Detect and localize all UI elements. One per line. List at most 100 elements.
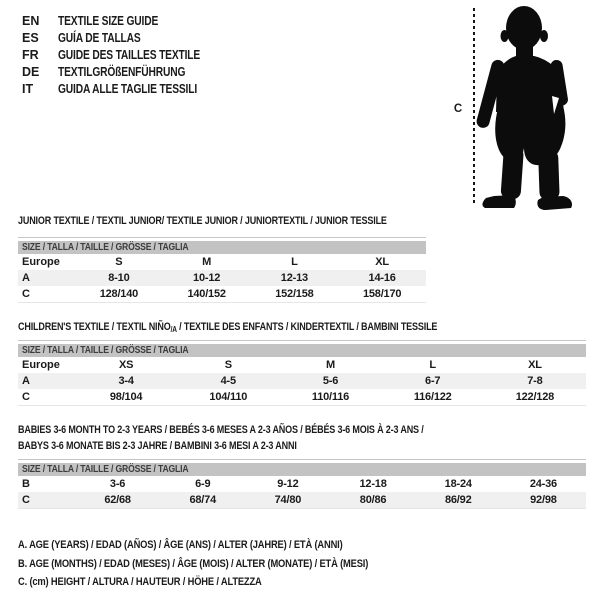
footnote-line: B. AGE (MONTHS) / EDAD (MESES) / ÂGE (MO… <box>18 555 430 574</box>
table-cell: 110/116 <box>311 391 350 403</box>
table-cell: 18-24 <box>444 478 472 490</box>
title-text: BABYS 3-6 MONATE BIS 2-3 JAHRE / BAMBINI… <box>18 440 297 452</box>
row-label: B <box>22 478 30 490</box>
table-cell: XL <box>375 256 389 268</box>
table-cell: 3-6 <box>109 478 126 490</box>
table-cell: 122/128 <box>515 391 555 403</box>
table-cell: 98/104 <box>109 391 143 403</box>
children-table-title: CHILDREN'S TEXTILE / TEXTIL NIÑO/A / TEX… <box>18 319 529 338</box>
table-row: C 128/140 140/152 152/158 158/170 <box>18 286 426 302</box>
junior-table-title: JUNIOR TEXTILE / TEXTIL JUNIOR/ TEXTILE … <box>18 213 468 229</box>
table-header-bar: SIZE / TALLA / TAILLE / GRÖSSE / TAGLIA <box>18 241 426 254</box>
table-cell: 158/170 <box>362 288 402 300</box>
title-segment: / TEXTILE DES ENFANTS / KINDERTEXTIL / B… <box>176 321 438 333</box>
language-label: TEXTILGRÖßENFÜHRUNG <box>58 65 186 79</box>
table-cell: L <box>429 359 436 371</box>
table-cell: 68/74 <box>189 494 216 506</box>
row-label: C <box>22 288 30 300</box>
title-text: BABIES 3-6 MONTH TO 2-3 YEARS / BEBÉS 3-… <box>18 424 424 436</box>
table-cell: 86/92 <box>444 494 472 506</box>
footnote-text: C. (cm) HEIGHT / ALTURA / HAUTEUR / HÖHE… <box>18 576 262 588</box>
table-cell: XS <box>118 359 134 371</box>
table-top-rule <box>18 340 586 341</box>
table-row: A 3-4 4-5 5-6 6-7 7-8 <box>18 373 586 389</box>
table-cell: 7-8 <box>527 375 543 387</box>
row-label: C <box>22 494 30 506</box>
footnote-line: A. AGE (YEARS) / EDAD (AÑOS) / ÂGE (ANS)… <box>18 536 430 555</box>
table-header-label: SIZE / TALLA / TAILLE / GRÖSSE / TAGLIA <box>22 463 189 475</box>
language-code: EN <box>22 14 40 28</box>
table-cell: S <box>115 256 123 268</box>
table-top-rule <box>18 459 586 460</box>
table-cell: 8-10 <box>108 272 130 284</box>
footnotes: A. AGE (YEARS) / EDAD (AÑOS) / ÂGE (ANS)… <box>18 536 430 592</box>
table-cell: 10-12 <box>193 272 221 284</box>
language-code: FR <box>22 48 39 62</box>
table-row: B 3-6 6-9 9-12 12-18 18-24 24-36 <box>18 476 586 492</box>
baby-figure: C <box>440 0 595 215</box>
language-row: FR GUIDE DES TAILLES TEXTILE <box>22 47 231 64</box>
table-header-bar: SIZE / TALLA / TAILLE / GRÖSSE / TAGLIA <box>18 463 586 476</box>
table-cell: XL <box>528 359 542 371</box>
size-table-children: SIZE / TALLA / TAILLE / GRÖSSE / TAGLIA … <box>18 340 586 406</box>
table-cell: 6-9 <box>195 478 211 490</box>
size-table-junior: SIZE / TALLA / TAILLE / GRÖSSE / TAGLIA … <box>18 237 426 303</box>
size-table-babies: SIZE / TALLA / TAILLE / GRÖSSE / TAGLIA … <box>18 459 586 509</box>
title-text: JUNIOR TEXTILE / TEXTIL JUNIOR/ TEXTILE … <box>18 215 387 227</box>
babies-table-title: BABIES 3-6 MONTH TO 2-3 YEARS / BEBÉS 3-… <box>18 422 513 454</box>
language-list: EN TEXTILE SIZE GUIDE ES GUÍA DE TALLAS … <box>22 13 231 98</box>
language-label: GUIDA ALLE TAGLIE TESSILI <box>58 82 198 96</box>
table-cell: 140/152 <box>187 288 226 300</box>
table-cell: 24-36 <box>529 478 557 490</box>
row-label: A <box>22 375 30 387</box>
table-header-label: SIZE / TALLA / TAILLE / GRÖSSE / TAGLIA <box>22 241 189 253</box>
height-measure-line <box>473 8 475 206</box>
table-cell: 14-16 <box>368 272 396 284</box>
table-cell: 92/98 <box>530 494 557 506</box>
table-row: C 98/104 104/110 110/116 116/122 122/128 <box>18 389 586 405</box>
table-top-rule <box>18 237 426 238</box>
row-label: Europe <box>22 359 60 371</box>
title-segment: CHILDREN'S TEXTILE / TEXTIL NIÑO <box>18 321 171 333</box>
row-label: Europe <box>22 256 60 268</box>
table-cell: 9-12 <box>277 478 299 490</box>
table-row: Europe XS S M L XL <box>18 357 586 373</box>
table-cell: 12-13 <box>280 272 308 284</box>
title-subscript: /A <box>170 325 177 334</box>
language-label: GUÍA DE TALLAS <box>58 31 141 45</box>
table-header-label: SIZE / TALLA / TAILLE / GRÖSSE / TAGLIA <box>22 344 189 356</box>
table-cell: M <box>202 256 212 268</box>
table-cell: L <box>291 256 298 268</box>
table-cell: M <box>326 359 335 371</box>
table-cell: 104/110 <box>209 391 248 403</box>
language-row: EN TEXTILE SIZE GUIDE <box>22 13 231 30</box>
language-label: TEXTILE SIZE GUIDE <box>58 14 159 28</box>
table-header-bar: SIZE / TALLA / TAILLE / GRÖSSE / TAGLIA <box>18 344 586 357</box>
height-measure-label: C <box>453 103 463 115</box>
table-cell: 74/80 <box>274 494 302 506</box>
table-cell: S <box>224 359 232 371</box>
language-row: IT GUIDA ALLE TAGLIE TESSILI <box>22 81 231 98</box>
table-cell: 6-7 <box>425 375 441 387</box>
table-row: Europe S M L XL <box>18 254 426 270</box>
table-cell: 62/68 <box>104 494 131 506</box>
footnote-line: C. (cm) HEIGHT / ALTURA / HAUTEUR / HÖHE… <box>18 573 430 592</box>
row-label: A <box>22 272 30 284</box>
table-cell: 12-18 <box>359 478 387 490</box>
language-code: IT <box>22 82 34 96</box>
table-cell: 152/158 <box>275 288 314 300</box>
footnote-text: A. AGE (YEARS) / EDAD (AÑOS) / ÂGE (ANS)… <box>18 539 343 551</box>
table-cell: 4-5 <box>220 375 237 387</box>
table-row: C 62/68 68/74 74/80 80/86 86/92 92/98 <box>18 492 586 508</box>
title-text: CHILDREN'S TEXTILE / TEXTIL NIÑO/A / TEX… <box>18 319 437 338</box>
language-code: DE <box>22 65 40 79</box>
language-row: ES GUÍA DE TALLAS <box>22 30 231 47</box>
language-code: ES <box>22 31 39 45</box>
footnote-text: B. AGE (MONTHS) / EDAD (MESES) / ÂGE (MO… <box>18 557 369 570</box>
baby-silhouette-icon <box>476 6 573 210</box>
table-cell: 116/122 <box>413 391 452 403</box>
table-cell: 80/86 <box>359 494 387 506</box>
table-cell: 5-6 <box>322 375 339 387</box>
language-row: DE TEXTILGRÖßENFÜHRUNG <box>22 64 231 81</box>
table-cell: 3-4 <box>118 375 134 387</box>
